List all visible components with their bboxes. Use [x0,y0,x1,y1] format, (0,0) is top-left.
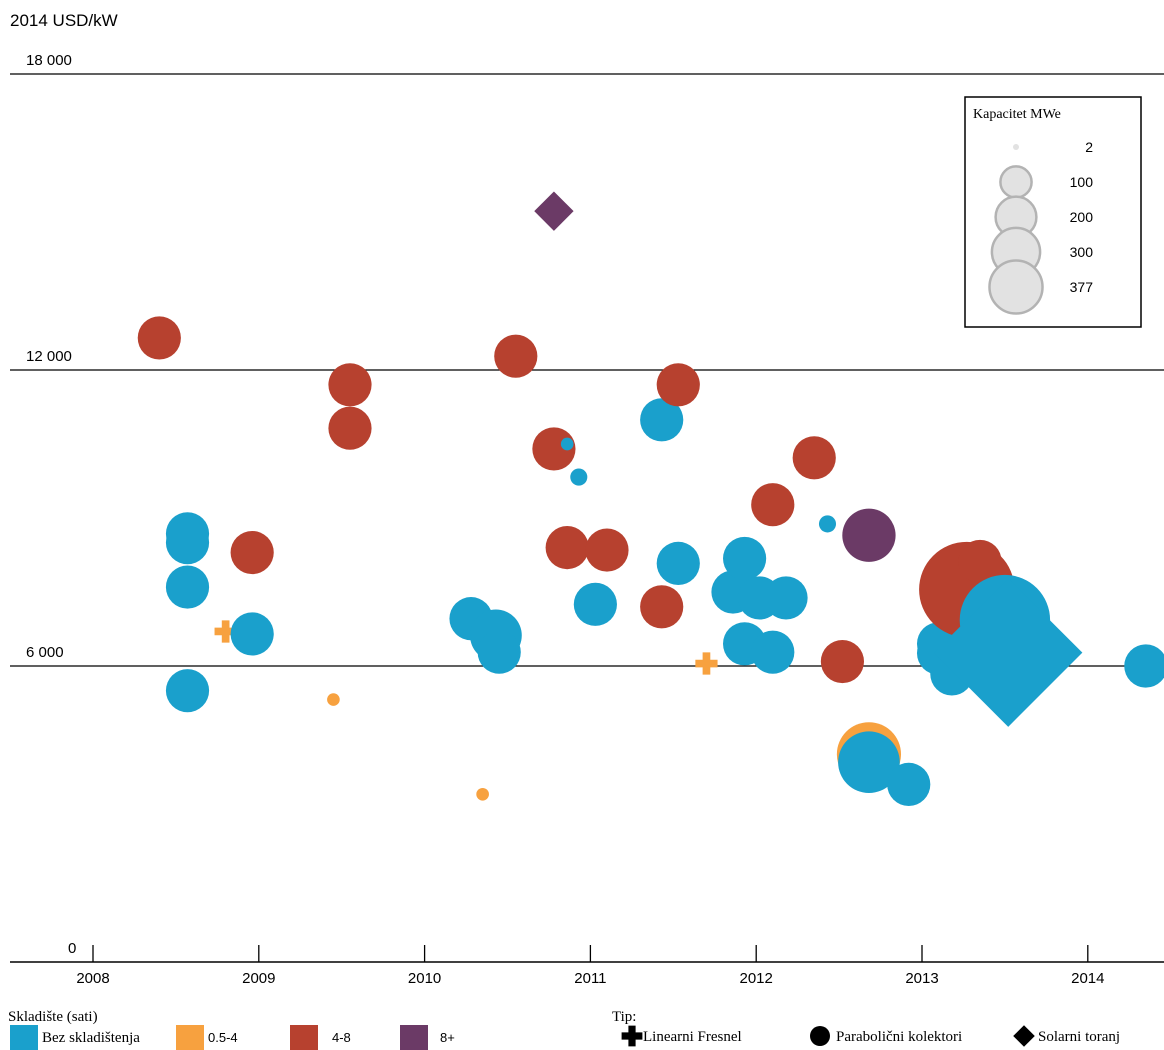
x-tick-label: 2013 [905,970,938,987]
size-legend-label: 377 [1070,279,1094,295]
data-point [838,731,900,794]
data-point [695,652,718,675]
storage-legend-label: 8+ [440,1030,455,1045]
type-legend-title: Tip: [612,1009,636,1025]
y-tick-labels: 0 6 000 12 000 18 000 [26,52,76,957]
storage-legend-swatch [176,1025,204,1050]
storage-legend-swatch [10,1025,38,1050]
data-point [585,528,629,572]
data-point [1124,644,1164,688]
x-tick-label: 2011 [574,970,606,987]
data-point [887,762,931,806]
type-legend-items: Linearni Fresnel Parabolični kolektori Sol… [621,1025,1120,1047]
storage-legend-label: 0.5-4 [208,1030,238,1045]
data-point [640,398,684,442]
size-legend-title: Kapacitet MWe [973,107,1061,122]
size-legend-label: 100 [1070,174,1094,190]
data-point [764,576,808,620]
circle-icon [810,1026,830,1046]
data-point [230,612,274,656]
data-point [820,639,865,684]
data-point [476,787,489,801]
storage-legend-swatch [290,1025,318,1050]
data-point [532,427,576,471]
data-point [751,483,795,527]
data-point [656,541,700,585]
y-axis-unit-label: 2014 USD/kW [10,11,118,30]
type-legend: Tip: Linearni Fresnel Parabolični kolekto… [612,1009,1120,1047]
x-tick-label: 2012 [740,970,773,987]
data-point [656,363,700,407]
data-point [570,468,588,486]
data-point [640,585,684,629]
data-point [137,316,181,360]
size-legend-bubble [999,165,1033,199]
size-legend-items: 2 100 200 300 377 [988,139,1094,315]
data-point [328,406,372,450]
data-point [165,669,210,713]
data-point [494,334,538,378]
data-point [230,530,274,575]
y-tick-label: 6 000 [26,644,64,661]
plus-icon [621,1025,643,1047]
diamond-icon [1013,1025,1035,1047]
data-point [934,578,1083,727]
type-legend-label: Linearni Fresnel [643,1029,742,1045]
data-point [328,363,372,407]
x-tick-labels: 2008 2009 2010 2011 2012 2013 2014 [76,970,1104,987]
data-points [137,191,1164,806]
data-point [842,508,896,562]
data-point [214,620,237,643]
data-point [560,437,574,451]
size-legend-bubble [988,259,1044,315]
data-point [545,526,589,570]
data-point [958,539,1002,584]
data-point [327,693,340,706]
x-tick-label: 2008 [76,970,109,987]
storage-legend-title: Skladište (sati) [8,1009,98,1025]
y-tick-label: 18 000 [26,52,72,69]
size-legend: Kapacitet MWe 2 100 200 300 377 [964,96,1142,328]
data-point [573,582,617,626]
x-tick-label: 2014 [1071,970,1104,987]
type-legend-label: Solarni toranj [1038,1029,1120,1045]
storage-legend-items: Bez skladištenja 0.5-4 4-8 8+ [10,1025,455,1050]
data-point [723,536,767,581]
y-tick-label: 12 000 [26,348,72,365]
y-tick-label: 0 [68,940,76,957]
x-tick-label: 2009 [242,970,275,987]
data-point [477,630,521,674]
size-legend-label: 300 [1070,244,1094,260]
data-point [751,630,795,674]
x-tick-label: 2010 [408,970,441,987]
storage-legend-label: 4-8 [332,1030,351,1045]
storage-legend-label: Bez skladištenja [42,1030,140,1046]
type-legend-label: Parabolični kolektori [836,1029,962,1045]
data-point [165,521,210,565]
data-point [818,515,837,533]
data-point [165,565,210,609]
storage-legend-swatch [400,1025,428,1050]
data-point [792,436,836,480]
size-legend-label: 200 [1070,209,1094,225]
size-legend-label: 2 [1085,139,1093,155]
data-point [534,191,574,231]
size-legend-bubble [1013,144,1019,150]
storage-legend: Skladište (sati) Bez skladištenja 0.5-4 4-… [8,1009,455,1050]
